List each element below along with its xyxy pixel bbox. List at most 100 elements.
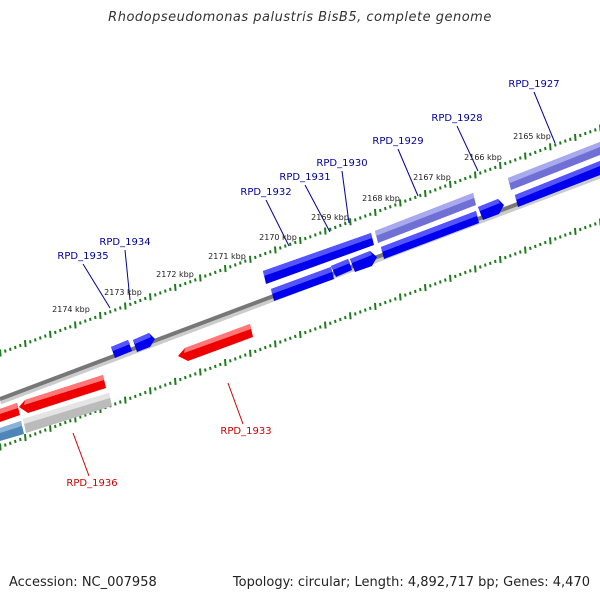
tick-mark <box>499 161 502 170</box>
tick-mark <box>199 274 202 282</box>
gene-rpd-1930-highlight <box>350 251 372 263</box>
tick-mark <box>39 430 42 434</box>
gene-label[interactable]: RPD_1929 <box>372 136 423 147</box>
tick-mark <box>224 265 227 273</box>
gene-rpd-1934-highlight <box>133 333 151 344</box>
tick-mark <box>389 299 392 303</box>
gene-label[interactable]: RPD_1930 <box>316 158 367 169</box>
tick-mark <box>164 289 167 293</box>
tick-mark <box>284 244 287 248</box>
kbp-label: 2172 kbp <box>156 270 194 279</box>
tick-mark <box>339 223 342 228</box>
accession-text: Accession: NC_007958 <box>9 575 157 590</box>
tick-mark <box>374 208 377 216</box>
kbp-label: 2166 kbp <box>464 153 502 162</box>
tick-mark <box>484 263 487 267</box>
tick-mark <box>584 131 587 136</box>
tick-mark <box>264 251 267 256</box>
tick-mark <box>239 261 242 265</box>
tick-mark <box>99 311 102 320</box>
gene-leader-line <box>397 148 419 197</box>
tick-mark <box>234 357 237 361</box>
tick-mark <box>479 171 482 175</box>
tick-mark <box>334 319 337 324</box>
tick-mark <box>4 349 7 353</box>
gene-label[interactable]: RPD_1936 <box>66 478 117 489</box>
tick-mark <box>504 161 507 166</box>
gene-rpd-1936-highlight <box>24 375 104 405</box>
tick-mark <box>294 240 297 245</box>
tick-mark <box>19 343 22 348</box>
gene-leader-line <box>304 184 331 233</box>
tick-mark <box>424 284 427 292</box>
tick-mark <box>119 306 122 310</box>
map-title: Rhodopseudomonas palustris BisB5, comple… <box>108 10 492 25</box>
gene-label[interactable]: RPD_1927 <box>508 79 559 90</box>
tick-mark <box>264 345 267 350</box>
tick-mark <box>229 265 232 269</box>
gene-rpd-1931-highlight <box>331 259 350 270</box>
tick-mark <box>59 422 62 427</box>
tick-mark <box>364 214 367 218</box>
tick-mark <box>4 443 7 447</box>
tick-mark <box>589 130 592 134</box>
tick-mark <box>284 338 287 342</box>
tick-mark <box>9 441 12 445</box>
gene-rpd-next-red-highlight <box>0 403 18 414</box>
tick-mark <box>59 328 62 333</box>
tick-mark <box>129 396 132 400</box>
tick-mark <box>199 368 202 376</box>
tick-mark <box>74 321 77 329</box>
tick-mark <box>504 255 507 260</box>
tick-mark <box>79 321 82 325</box>
tick-mark <box>249 255 252 263</box>
tick-mark <box>324 321 327 329</box>
tick-mark <box>444 184 447 188</box>
gene-label[interactable]: RPD_1933 <box>220 426 271 437</box>
gene-label[interactable]: RPD_1931 <box>279 172 330 183</box>
tick-mark <box>459 178 462 183</box>
tick-mark <box>254 349 257 354</box>
gene-label[interactable]: RPD_1928 <box>431 113 482 124</box>
tick-mark <box>534 150 537 155</box>
tick-mark <box>329 321 332 325</box>
tick-mark <box>514 252 517 256</box>
tick-mark <box>109 310 112 314</box>
gene-rpd-grey-highlight <box>23 393 110 424</box>
tick-mark <box>0 349 2 357</box>
tick-mark <box>19 437 22 442</box>
gene-rpd-1928[interactable] <box>478 199 504 220</box>
kbp-label: 2165 kbp <box>513 132 551 141</box>
tick-mark <box>509 254 512 258</box>
gene-rpd-1930[interactable] <box>350 251 377 272</box>
gene-label[interactable]: RPD_1935 <box>57 251 108 262</box>
gene-labels: RPD_1927 RPD_1928 RPD_1929 RPD_1930 RPD_1931… <box>57 79 559 489</box>
tick-mark <box>429 190 432 194</box>
tick-mark <box>194 278 197 282</box>
kbp-label: 2169 kbp <box>311 213 349 222</box>
tick-mark <box>164 383 167 387</box>
tick-mark <box>574 227 577 235</box>
tick-mark <box>344 221 347 226</box>
gene-label[interactable]: RPD_1932 <box>240 187 291 198</box>
tick-mark <box>214 364 217 369</box>
tick-mark <box>344 315 347 320</box>
tick-mark <box>359 216 362 220</box>
gene-leader-line <box>533 91 556 144</box>
tick-mark <box>404 199 407 203</box>
gene-label[interactable]: RPD_1934 <box>99 237 150 248</box>
tick-mark <box>159 291 162 295</box>
tick-mark <box>384 300 387 305</box>
tick-mark <box>294 334 297 339</box>
tick-mark <box>524 152 527 160</box>
gene-leader-line <box>82 263 111 309</box>
tick-mark <box>574 133 577 141</box>
tick-mark <box>409 291 412 295</box>
tick-mark <box>494 259 497 264</box>
tick-mark <box>204 274 207 278</box>
tick-mark <box>349 218 352 226</box>
tick-mark <box>299 236 302 245</box>
tick-mark <box>479 265 482 269</box>
tick-mark <box>449 180 452 188</box>
